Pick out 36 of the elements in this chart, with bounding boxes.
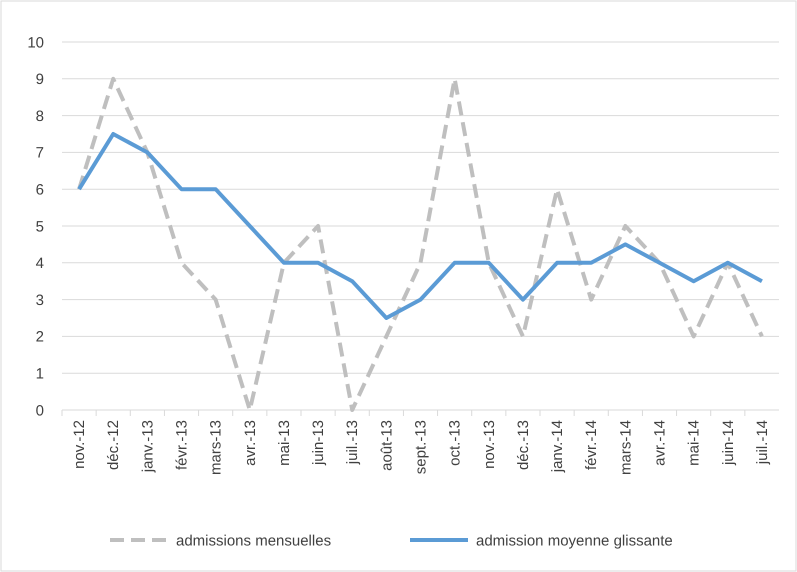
x-tick-label: août-13: [378, 420, 396, 471]
x-tick-label: nov.-12: [71, 420, 88, 469]
y-tick-label: 0: [36, 402, 44, 420]
y-tick-label: 9: [36, 71, 44, 88]
legend-label: admissions mensuelles: [176, 532, 332, 550]
x-tick-label: juil.-14: [754, 420, 771, 466]
y-tick-label: 10: [27, 34, 44, 52]
x-tick-label: juin-13: [310, 420, 328, 466]
x-tick-label: juil.-13: [344, 420, 362, 466]
y-tick-label: 1: [36, 365, 44, 382]
y-tick-label: 4: [36, 255, 44, 272]
y-tick-label: 3: [36, 292, 44, 309]
x-tick-label: mars-13: [208, 420, 225, 476]
x-tick-label: juin-14: [720, 420, 737, 466]
y-tick-label: 2: [36, 328, 44, 346]
x-tick-label: déc.-12: [105, 420, 122, 470]
x-tick-label: déc.-13: [514, 420, 532, 470]
legend-label: admission moyenne glissante: [476, 532, 673, 550]
x-tick-label: janv.-14: [549, 420, 566, 474]
x-tick-label: mai-14: [686, 420, 703, 466]
x-tick-label: janv.-13: [139, 420, 156, 474]
x-tick-label: mai-13: [276, 420, 293, 466]
x-tick-label: avr.-13: [242, 420, 259, 466]
x-tick-label: oct.-13: [446, 420, 464, 466]
y-tick-label: 5: [36, 218, 44, 236]
x-tick-label: avr.-14: [652, 420, 668, 466]
x-tick-label: nov.-13: [480, 420, 498, 469]
y-tick-label: 7: [36, 144, 44, 162]
x-tick-label: févr.-13: [174, 420, 190, 470]
x-tick-label: mars-14: [617, 420, 634, 476]
x-tick-label: sept.-13: [412, 420, 430, 474]
y-tick-label: 6: [36, 181, 44, 198]
line-series: [77, 76, 764, 412]
x-tick-label: févr.-14: [583, 420, 600, 470]
line-series: [77, 132, 764, 320]
y-tick-label: 8: [36, 108, 44, 125]
